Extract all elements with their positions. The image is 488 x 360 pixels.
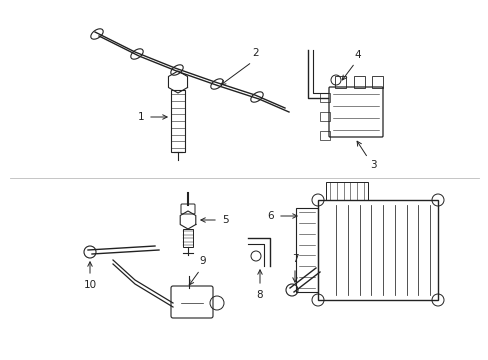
Text: 6: 6	[267, 211, 273, 221]
Bar	[353, 76, 364, 88]
Bar	[183, 229, 193, 247]
Text: 4: 4	[354, 50, 361, 60]
Text: 1: 1	[137, 112, 143, 122]
Bar	[325, 182, 367, 200]
Text: 5: 5	[222, 215, 228, 225]
Bar	[334, 76, 346, 88]
Bar	[319, 112, 329, 121]
Text: 8: 8	[256, 290, 263, 300]
Text: 9: 9	[199, 256, 206, 266]
Text: 7: 7	[291, 254, 298, 264]
Bar	[295, 208, 317, 292]
Bar	[319, 131, 329, 140]
Text: 10: 10	[83, 280, 96, 290]
Bar	[371, 76, 382, 88]
Bar	[317, 200, 437, 300]
Bar	[171, 90, 184, 152]
Bar	[319, 93, 329, 102]
Text: 3: 3	[369, 160, 376, 170]
Text: 2: 2	[252, 48, 259, 58]
